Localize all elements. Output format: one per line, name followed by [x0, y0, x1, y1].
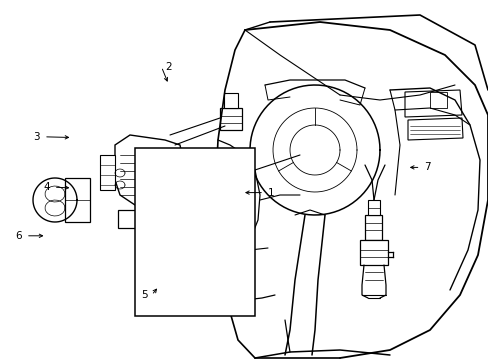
Polygon shape [115, 135, 183, 205]
Text: 5: 5 [141, 290, 147, 300]
Polygon shape [162, 248, 172, 260]
Bar [135, 148, 254, 316]
Text: 7: 7 [424, 162, 430, 172]
Polygon shape [118, 210, 138, 228]
Polygon shape [201, 248, 210, 260]
Polygon shape [429, 92, 446, 108]
Polygon shape [148, 263, 234, 285]
Polygon shape [175, 248, 184, 260]
Polygon shape [224, 93, 238, 108]
Polygon shape [407, 118, 462, 140]
Polygon shape [158, 165, 225, 185]
Polygon shape [158, 245, 225, 263]
Polygon shape [404, 90, 461, 117]
Polygon shape [100, 155, 115, 190]
Text: 3: 3 [33, 132, 40, 142]
Text: 4: 4 [43, 182, 50, 192]
Polygon shape [220, 108, 242, 130]
Text: 6: 6 [15, 231, 22, 241]
Polygon shape [367, 200, 379, 215]
Polygon shape [214, 248, 224, 260]
Polygon shape [359, 240, 387, 265]
Polygon shape [187, 248, 198, 260]
Text: 1: 1 [267, 188, 274, 198]
Polygon shape [65, 178, 90, 222]
Polygon shape [158, 185, 225, 245]
Polygon shape [364, 215, 381, 240]
Polygon shape [150, 180, 158, 240]
Text: 2: 2 [165, 62, 172, 72]
